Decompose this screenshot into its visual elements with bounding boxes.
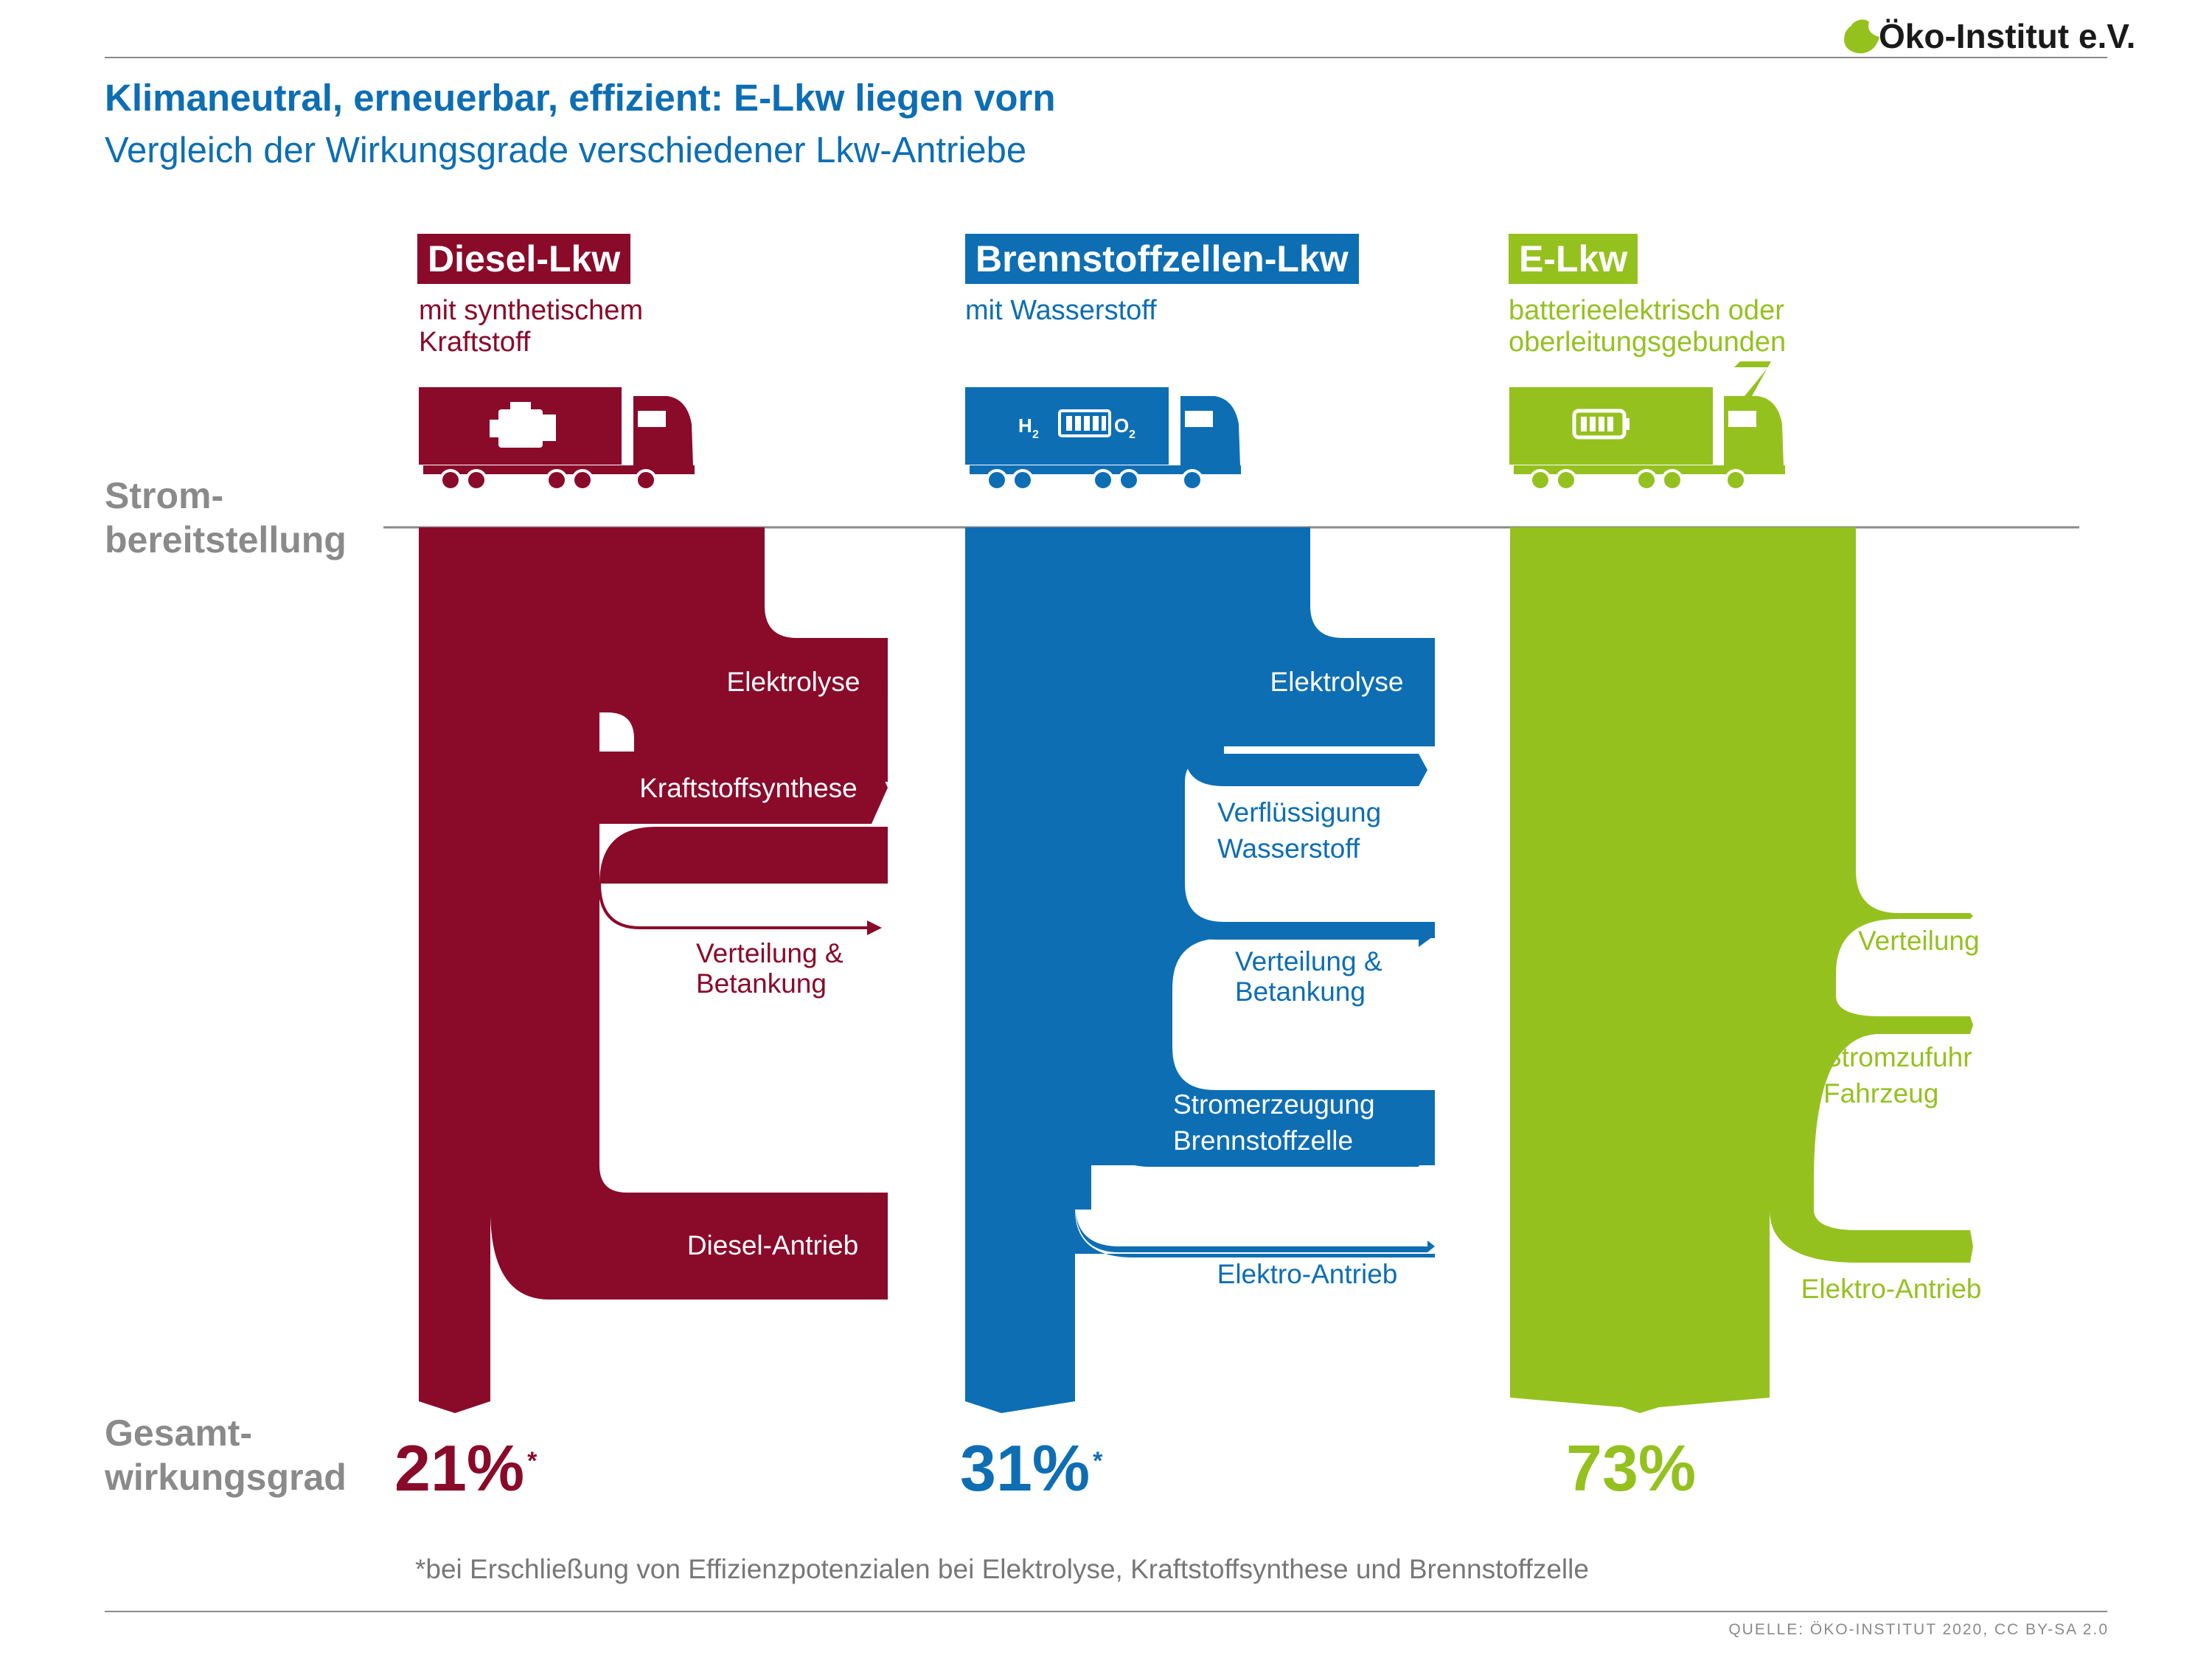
stage-arrow-diesel-antrieb	[490, 1194, 888, 1300]
truck-cab	[1180, 396, 1240, 466]
stage-label-stromzufuhr-line1: Stromzufuhr	[1823, 1042, 1972, 1072]
diesel-truck-wheels	[439, 469, 657, 491]
column-subtitle-electric: batterieelektrisch oder oberleitungsgebu…	[1509, 295, 1787, 358]
stage-arrow-stromerzeugung	[1090, 1090, 1435, 1167]
diesel-column: Elektrolyse Kraftstoffsynthese Verteilun…	[419, 387, 888, 1413]
wheel-icon	[1181, 469, 1203, 491]
wheel-icon	[1012, 469, 1034, 491]
total-efficiency-fuel-cell: 31% *	[960, 1436, 1102, 1501]
wheel-icon	[1635, 469, 1658, 491]
wheel-icon	[1555, 469, 1577, 491]
source-credit: QUELLE: ÖKO-INSTITUT 2020, CC BY-SA 2.0	[1728, 1621, 2109, 1638]
stage-label-verteilung-line2: Betankung	[696, 968, 827, 999]
brand-logo-text: Öko-Institut e.V.	[1879, 17, 2136, 55]
stage-label-verfluessigung-line2: Wasserstoff	[1217, 833, 1360, 864]
column-title-fuel-cell: Brennstoffzellen-Lkw	[965, 234, 1359, 284]
total-value: 31%	[960, 1432, 1091, 1505]
column-subtitle-diesel: mit synthetischem Kraftstoff	[419, 295, 644, 358]
stage-label-elektrolyse: Elektrolyse	[727, 667, 860, 697]
stage-label-verteilung-line1: Verteilung &	[696, 938, 844, 968]
electric-truck-icon	[1509, 361, 1785, 474]
stage-arrow-verfluessigung	[1185, 754, 1427, 786]
column-title-electric: E-Lkw	[1509, 234, 1638, 284]
wheel-icon	[1725, 469, 1747, 491]
truck-window	[1728, 411, 1756, 427]
stage-label-stromzufuhr-line2: Fahrzeug	[1823, 1078, 1938, 1108]
fuel-cell-icon: H 2 O 2	[1018, 409, 1135, 441]
stage-label-elektrolyse: Elektrolyse	[1270, 667, 1404, 697]
engine-icon	[490, 402, 556, 448]
stage-label-verfluessigung-line1: Verflüssigung	[1217, 797, 1381, 828]
fuel-cell-truck-wheels	[986, 469, 1203, 491]
total-value: 21%	[394, 1432, 525, 1505]
wheel-icon	[1092, 469, 1114, 491]
electric-flow	[1510, 527, 1973, 1413]
fuel-cell-flow	[965, 527, 1435, 1413]
oxygen-subscript: 2	[1129, 429, 1135, 441]
stage-arrowhead-verteilung	[867, 920, 882, 935]
wheel-icon	[1118, 469, 1140, 491]
stage-label-verteilung: Verteilung	[1858, 926, 1980, 956]
electric-column: Verteilung Stromzufuhr Fahrzeug Elektro-…	[1509, 361, 1981, 1413]
wheel-icon	[635, 469, 657, 491]
stage-arrow-elektro-antrieb	[1075, 1204, 1435, 1252]
stage-arrow-elektrolyse	[1225, 646, 1435, 717]
oxygen-symbol: O	[1114, 414, 1129, 437]
stage-label-verteilung-line1: Verteilung &	[1235, 946, 1382, 976]
footnote-marker: *	[527, 1447, 538, 1475]
row-label-total-efficiency: Gesamt- wirkungsgrad	[105, 1411, 347, 1499]
battery-icon	[1572, 409, 1630, 440]
total-efficiency-diesel: 21% *	[394, 1436, 537, 1501]
row-label-power-supply: Strom- bereitstellung	[105, 473, 347, 562]
stage-label-stromerzeugung-line1: Stromerzeugung	[1173, 1089, 1375, 1120]
diesel-truck-icon	[419, 387, 695, 474]
wheel-icon	[1529, 469, 1551, 491]
stage-label-elektro-antrieb: Elektro-Antrieb	[1217, 1259, 1398, 1289]
diesel-flow	[419, 527, 888, 1413]
stage-arrow-elektrolyse	[678, 646, 888, 717]
leaf-logo-icon	[1844, 19, 1879, 54]
electric-truck-wheels	[1529, 469, 1747, 491]
hydrogen-symbol: H	[1018, 414, 1032, 437]
wheel-icon	[1661, 469, 1683, 491]
wheel-icon	[986, 469, 1008, 491]
row-label-line: bereitstellung	[105, 519, 347, 561]
truck-cab	[633, 396, 693, 466]
wheel-icon	[465, 469, 487, 491]
hydrogen-subscript: 2	[1032, 429, 1039, 441]
total-value: 73%	[1566, 1432, 1697, 1505]
stage-label-diesel-antrieb: Diesel-Antrieb	[687, 1230, 858, 1260]
page-title: Klimaneutral, erneuerbar, effizient: E-L…	[105, 77, 1056, 119]
stage-label-stromerzeugung-line2: Brennstoffzelle	[1173, 1125, 1353, 1156]
total-efficiency-electric: 73%	[1566, 1436, 1699, 1501]
truck-window	[638, 411, 666, 427]
truck-cab	[1724, 396, 1784, 466]
row-label-line: Strom-	[105, 475, 224, 516]
wheel-icon	[546, 469, 568, 491]
page-subtitle: Vergleich der Wirkungsgrade verschiedene…	[105, 131, 1027, 170]
footnote: *bei Erschließung von Effizienzpotenzial…	[415, 1554, 1589, 1584]
wheel-icon	[571, 469, 594, 491]
row-label-line: Gesamt-	[105, 1412, 253, 1454]
footnote-marker: *	[1093, 1447, 1103, 1475]
stage-arrow-verteilung	[1172, 895, 1435, 947]
header-rule	[105, 57, 2107, 58]
stage-arrow-kraftstoffsynthese	[599, 752, 888, 824]
column-subtitle-fuel-cell: mit Wasserstoff	[965, 295, 1157, 326]
truck-window	[1185, 411, 1213, 427]
stage-label-kraftstoffsynthese: Kraftstoffsynthese	[639, 773, 857, 803]
row-label-line: wirkungsgrad	[105, 1457, 347, 1498]
stage-arrow-verteilung	[598, 883, 870, 929]
column-title-diesel: Diesel-Lkw	[417, 234, 631, 284]
fuel-cell-column: H 2 O 2 Elektrolyse Verflüssigung Wasser…	[965, 387, 1435, 1413]
pantograph-icon	[1734, 361, 1771, 396]
wheel-icon	[439, 469, 462, 491]
footer-rule	[105, 1611, 2107, 1612]
stage-label-verteilung-line2: Betankung	[1235, 976, 1366, 1007]
stage-label-elektro-antrieb: Elektro-Antrieb	[1801, 1274, 1982, 1304]
